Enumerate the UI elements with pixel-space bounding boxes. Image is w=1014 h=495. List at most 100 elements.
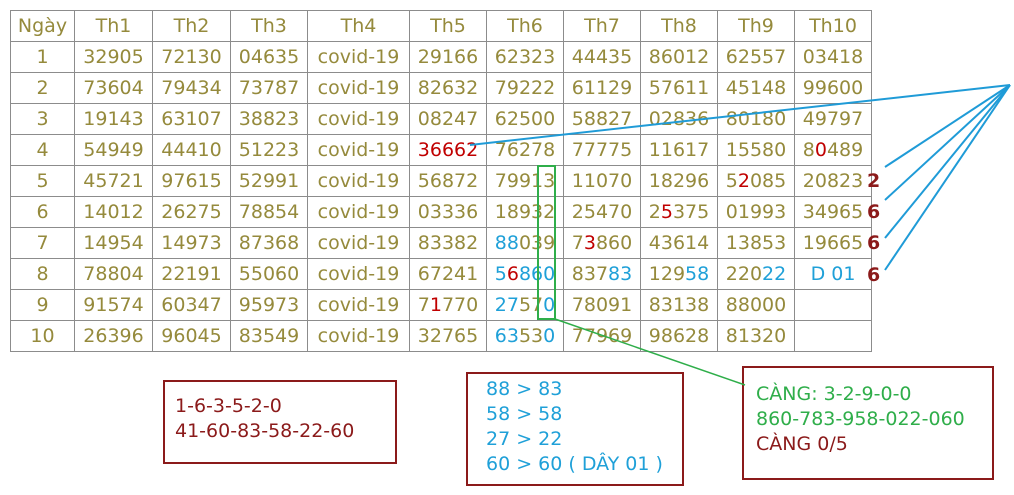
pointer-lines [469,84,1011,271]
table-cell: 88039 [486,227,564,259]
table-row: 9 91574 60347 95973 covid-19 71770 27570 78091 8… [10,289,872,321]
table-cell: 4 [10,134,75,166]
table-cell: D 01 [794,258,872,290]
side-note: 2 [867,170,881,192]
table-cell: 45721 [74,165,153,197]
table-cell: 08247 [409,103,487,135]
table-row: 3 19143 63107 38823 covid-19 08247 62500 58827 0… [10,103,872,135]
note-line: 860-783-958-022-060 [756,408,965,430]
table-cell: 8 [10,258,75,290]
table-cell: 63530 [486,320,564,352]
header-cell: Th3 [230,10,308,42]
table-row: 1 32905 72130 04635 covid-19 29166 62323 44435 8… [10,41,872,73]
cell-part: 8 [802,139,815,161]
table-cell: 19665 [794,227,872,259]
cell-part: 489 [826,139,864,161]
lottery-table: Ngày Th1 Th2 Th3 Th4 Th5 Th6 Th7 Th8 Th9 Th10 1 3290… [10,10,872,352]
side-note: 6 [867,263,881,286]
table-cell: 29166 [409,41,487,73]
note-box: CÀNG: 3-2-9-0-0 860-783-958-022-060 CÀNG 0… [742,366,994,480]
arrow-line [469,84,1011,146]
table-cell: 79913 [486,165,564,197]
table-row: 4 54949 44410 51223 covid-19 36662 76278 77775 1… [10,134,872,166]
header-cell: Th8 [640,10,718,42]
cell-part: D 01 [810,263,856,285]
cell-part: 36662 [417,139,479,161]
cell-part: 129 [648,263,686,285]
table-cell: 80489 [794,134,872,166]
note-line: 27 > 22 [486,428,563,450]
cell-part: 58 [685,263,710,285]
cell-part: 5 [660,201,673,223]
table-cell: 95973 [230,289,308,321]
table-cell: 14012 [74,196,153,228]
table-cell: covid-19 [307,320,410,352]
table-cell: 6 [10,196,75,228]
table-row: 7 14954 14973 87368 covid-19 83382 88039 73860 4… [10,227,872,259]
table-cell: 56872 [409,165,487,197]
table-cell: 25470 [563,196,641,228]
cell-part: 63 [494,325,519,347]
table-cell: 78854 [230,196,308,228]
table-cell: 51223 [230,134,308,166]
note-line: 88 > 83 [486,378,563,400]
cell-part: 5 [494,263,507,285]
arrow-line [884,84,1011,239]
table-cell: 86012 [640,41,718,73]
table-cell: 32905 [74,41,153,73]
table-cell: 14954 [74,227,153,259]
table-cell: 77775 [563,134,641,166]
table-cell: 52991 [230,165,308,197]
table-row: 6 14012 26275 78854 covid-19 03336 18932 25470 2… [10,196,872,228]
note-box: 1-6-3-5-2-0 41-60-83-58-22-60 [163,380,397,464]
table-row: 2 73604 79434 73787 covid-19 82632 79222 61129 5… [10,72,872,104]
cell-part: 2 [737,170,750,192]
table-row: 5 45721 97615 52991 covid-19 56872 79913 11070 1… [10,165,872,197]
table-cell: 26275 [152,196,231,228]
cell-part: 0 [814,139,827,161]
cell-part: 3 [583,232,596,254]
cell-part: 7 [571,232,584,254]
header-cell: Th1 [74,10,153,42]
table-cell: 78804 [74,258,153,290]
table-cell: covid-19 [307,227,410,259]
table-cell: 73787 [230,72,308,104]
header-cell: Ngày [10,10,75,42]
cell-part: 22 [762,263,787,285]
table-cell: 26396 [74,320,153,352]
table-cell: 54949 [74,134,153,166]
cell-part: 53 [518,325,544,347]
header-row: Ngày Th1 Th2 Th3 Th4 Th5 Th6 Th7 Th8 Th9 Th10 [10,10,872,42]
header-cell: Th9 [717,10,795,42]
table-cell: 78091 [563,289,641,321]
table-cell: 52085 [717,165,795,197]
table-cell: 57611 [640,72,718,104]
table-cell: 79222 [486,72,564,104]
arrow-line [884,84,1011,271]
table-cell: 79434 [152,72,231,104]
table-cell: covid-19 [307,72,410,104]
cell-part: 085 [749,170,787,192]
table-row: 8 78804 22191 55060 covid-19 67241 56860 83783 1… [10,258,872,290]
table-cell: covid-19 [307,196,410,228]
table-cell: 11070 [563,165,641,197]
table-cell: covid-19 [307,258,410,290]
table-cell: 63107 [152,103,231,135]
cell-part: 5 [725,170,738,192]
table-cell: 10 [10,320,75,352]
table-cell: covid-19 [307,165,410,197]
table-cell: 83138 [640,289,718,321]
header-cell: Th7 [563,10,641,42]
table-cell: 61129 [563,72,641,104]
table-cell: 7 [10,227,75,259]
table-cell: 62557 [717,41,795,73]
side-note: 6 [867,201,881,224]
table-cell: 04635 [230,41,308,73]
table-cell: 03336 [409,196,487,228]
table-cell: 96045 [152,320,231,352]
table-cell: 83382 [409,227,487,259]
cell-part: 220 [725,263,763,285]
note-line: CÀNG: 3-2-9-0-0 [756,383,912,405]
